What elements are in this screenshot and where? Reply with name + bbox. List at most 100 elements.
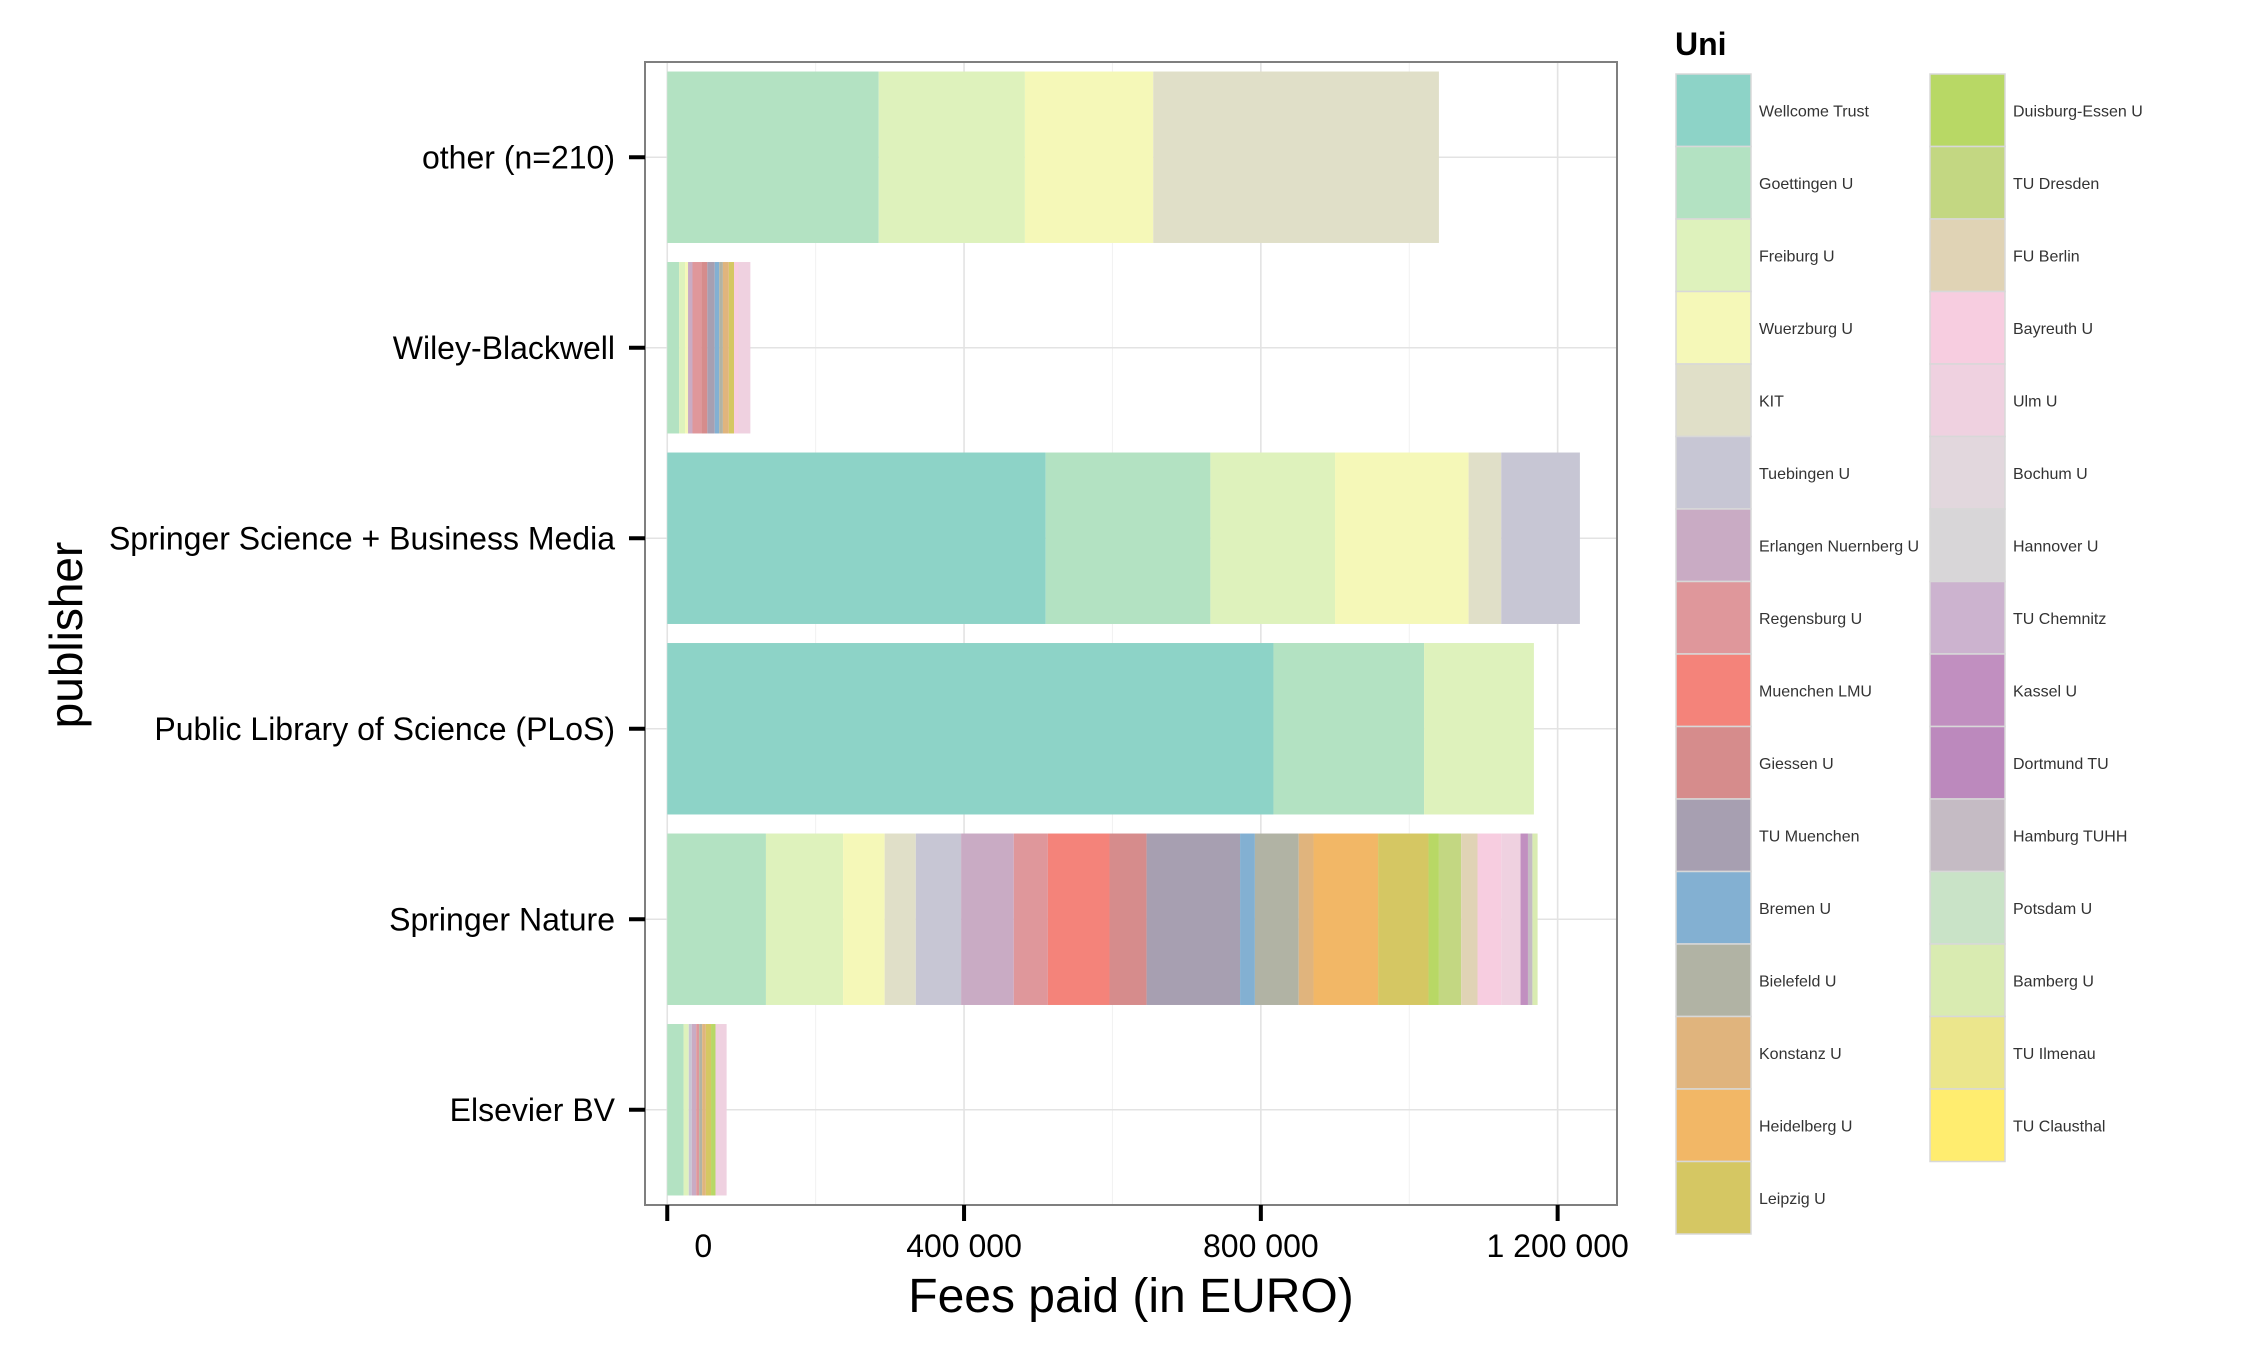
legend-label: Hamburg TUHH: [2013, 828, 2127, 845]
bar-segment-ulm-u: [738, 262, 751, 434]
legend-key-tu-clausthal: [1929, 1088, 2006, 1163]
bar-segment-tuebingen-u: [688, 1024, 692, 1196]
legend-label: Regensburg U: [1759, 611, 1862, 628]
bar-segment-freiburg-u: [1424, 643, 1534, 815]
legend-key-erlangen-nuernberg-u: [1675, 508, 1752, 583]
legend-label: Tuebingen U: [1759, 466, 1850, 483]
legend-key-bielefeld-u: [1675, 943, 1752, 1018]
legend-key-regensburg-u: [1675, 580, 1752, 655]
legend-key-kassel-u: [1929, 653, 2006, 728]
x-tick-label: 400 000: [906, 1228, 1022, 1264]
legend-label: Kassel U: [2013, 683, 2077, 700]
bar-segment-tu-muenchen: [1146, 833, 1241, 1005]
x-tick-label: 1 200 000: [1486, 1228, 1628, 1264]
bar-segment-bielefeld-u: [1254, 833, 1299, 1005]
bar-segment-fu-berlin: [1461, 833, 1478, 1005]
bar-segment-wuerzburg-u: [843, 833, 885, 1005]
bar-springer-science-business-media: [667, 452, 1580, 624]
bar-segment-goettingen-u: [667, 71, 879, 243]
bar-segment-konstanz-u: [722, 262, 729, 434]
legend-key-tu-ilmenau: [1929, 1015, 2006, 1090]
y-tick-label: other (n=210): [422, 139, 615, 175]
bar-segment-wuerzburg-u: [685, 262, 689, 434]
bar-segment-tuebingen-u: [1501, 452, 1580, 624]
bar-segment-bayreuth-u: [734, 262, 739, 434]
legend-key-konstanz-u: [1675, 1015, 1752, 1090]
bar-segment-goettingen-u: [1273, 643, 1425, 815]
bar-segment-leipzig-u: [705, 1024, 712, 1196]
legend: Uni Wellcome Trust Goettingen U Freiburg U…: [1675, 26, 2143, 1235]
y-tick-label: Public Library of Science (PLoS): [154, 711, 615, 747]
legend-label: Giessen U: [1759, 756, 1834, 773]
bar-segment-wuerzburg-u: [1024, 71, 1154, 243]
bar-segment-goettingen-u: [1045, 452, 1211, 624]
bar-segment-bremen-u: [1240, 833, 1255, 1005]
bar-segment-ulm-u: [1501, 833, 1521, 1005]
legend-label: Bielefeld U: [1759, 973, 1836, 990]
legend-key-bamberg-u: [1929, 943, 2006, 1018]
legend-label: KIT: [1759, 393, 1784, 410]
legend-label: Potsdam U: [2013, 901, 2092, 918]
legend-label: Bremen U: [1759, 901, 1831, 918]
y-axis-title: publisher: [40, 542, 92, 729]
bar-segment-tu-dresden: [1438, 833, 1462, 1005]
bar-segment-leipzig-u: [728, 262, 735, 434]
bar-segment-bremen-u: [714, 262, 720, 434]
bar-public-library-of-science-plos: [667, 643, 1534, 815]
bar-segment-muenchen-lmu: [1047, 833, 1110, 1005]
x-tick-label: 0: [694, 1228, 712, 1264]
legend-key-ulm-u: [1929, 363, 2006, 438]
plot-panel-border: [644, 61, 1618, 1206]
bar-segment-regensburg-u: [1013, 833, 1048, 1005]
bar-segment-freiburg-u: [1210, 452, 1336, 624]
bar-segment-konstanz-u: [1298, 833, 1314, 1005]
legend-key-tuebingen-u: [1675, 435, 1752, 510]
legend-key-heidelberg-u: [1675, 1088, 1752, 1163]
legend-key-giessen-u: [1675, 725, 1752, 800]
bar-segment-goettingen-u: [667, 833, 766, 1005]
bar-segment-duisburg-essen-u: [711, 1024, 716, 1196]
bar-segment-kassel-u: [1520, 833, 1528, 1005]
legend-label: Leipzig U: [1759, 1191, 1826, 1208]
legend-key-duisburg-essen-u: [1929, 73, 2006, 148]
legend-key-wuerzburg-u: [1675, 290, 1752, 365]
legend-label: Wuerzburg U: [1759, 321, 1853, 338]
bar-other-n-210: [667, 71, 1439, 243]
legend-label: Bamberg U: [2013, 973, 2094, 990]
bar-segment-leipzig-u: [1378, 833, 1429, 1005]
bar-segment-wellcome-trust: [667, 452, 1046, 624]
bar-segment-kit: [1468, 452, 1502, 624]
bar-segment-goettingen-u: [667, 262, 680, 434]
legend-key-goettingen-u: [1675, 145, 1752, 220]
x-axis: 0 400 000 800 000 1 200 000: [665, 1205, 1629, 1264]
legend-key-tu-dresden: [1929, 145, 2006, 220]
legend-label: Goettingen U: [1759, 176, 1853, 193]
bar-segment-erlangen-nuernberg-u: [691, 1024, 697, 1196]
bar-segment-duisburg-essen-u: [1428, 833, 1439, 1005]
bar-segment-wellcome-trust: [667, 643, 1274, 815]
legend-label: Muenchen LMU: [1759, 683, 1872, 700]
bar-segment-freiburg-u: [765, 833, 844, 1005]
legend-key-potsdam-u: [1929, 870, 2006, 945]
legend-key-hannover-u: [1929, 508, 2006, 583]
legend-key-tu-muenchen: [1675, 798, 1752, 873]
legend-label: TU Ilmenau: [2013, 1046, 2096, 1063]
bar-segment-goettingen-u: [667, 1024, 684, 1196]
legend-key-freiburg-u: [1675, 218, 1752, 293]
bar-segment-giessen-u: [1109, 833, 1147, 1005]
legend-label: TU Clausthal: [2013, 1118, 2105, 1135]
bar-segment-bielefeld-u: [719, 262, 723, 434]
legend-label: Freiburg U: [1759, 248, 1835, 265]
bar-wiley-blackwell: [667, 262, 751, 434]
bar-segment-freiburg-u: [679, 262, 686, 434]
legend-label: Ulm U: [2013, 393, 2057, 410]
bar-elsevier-bv: [667, 1024, 727, 1196]
bar-segment-bielefeld-u: [699, 1024, 703, 1196]
bar-segment-erlangen-nuernberg-u: [688, 262, 693, 434]
legend-key-wellcome-trust: [1675, 73, 1752, 148]
legend-label: Wellcome Trust: [1759, 103, 1870, 120]
legend-title: Uni: [1675, 26, 1727, 62]
bar-segment-erlangen-nuernberg-u: [961, 833, 1014, 1005]
